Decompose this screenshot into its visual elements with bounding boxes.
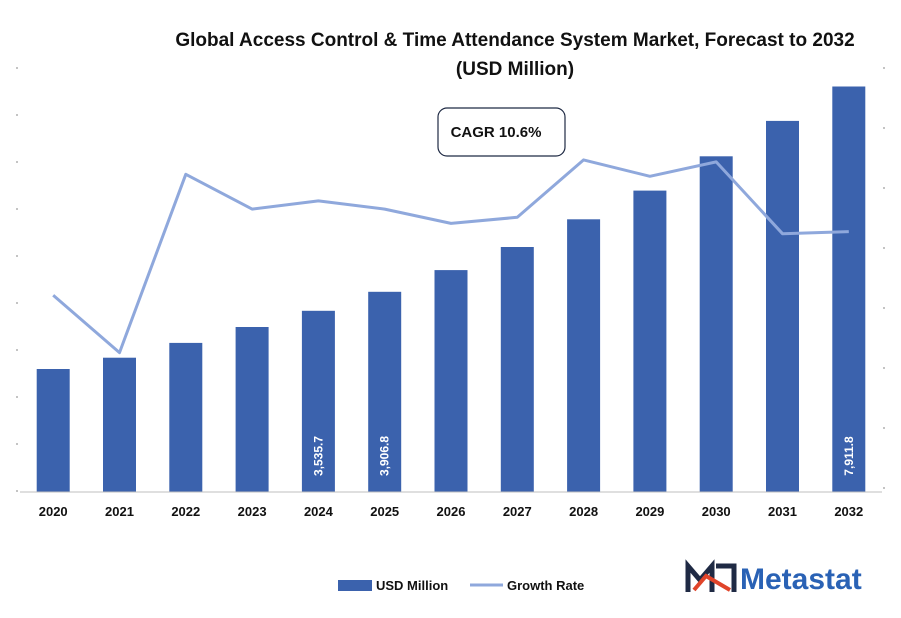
left-axis-dots — [16, 67, 18, 492]
bar-data-label-2024: 3,535.7 — [311, 436, 325, 476]
cagr-annotation: CAGR 10.6% — [437, 107, 566, 157]
bar-2027 — [500, 247, 534, 492]
axis-dot — [883, 67, 885, 69]
x-tick-label-2023: 2023 — [238, 504, 267, 519]
axis-dot — [16, 349, 18, 351]
chart-title: Global Access Control & Time Attendance … — [175, 30, 854, 51]
bar-data-label-2032: 7,911.8 — [842, 436, 856, 476]
metastat-wordmark: Metastat — [740, 563, 862, 596]
bar-2028 — [567, 219, 601, 493]
axis-dot — [16, 302, 18, 304]
axis-dot — [16, 208, 18, 210]
x-tick-label-2031: 2031 — [768, 504, 797, 519]
bar-2021 — [103, 357, 136, 492]
legend-swatch-usd-million — [338, 580, 372, 591]
legend-label-usd-million: USD Million — [376, 578, 448, 593]
axis-dot — [16, 443, 18, 445]
axis-dot — [16, 67, 18, 69]
axis-dot — [883, 427, 885, 429]
axis-dot — [16, 161, 18, 163]
x-tick-label-2030: 2030 — [702, 504, 731, 519]
x-tick-label-2032: 2032 — [834, 504, 863, 519]
growth-rate-series — [52, 158, 849, 355]
bar-2029 — [633, 190, 667, 492]
axis-dot — [883, 307, 885, 309]
bar-2022 — [169, 342, 203, 492]
x-tick-label-2027: 2027 — [503, 504, 532, 519]
bar-data-label-2025: 3,906.8 — [378, 436, 392, 476]
axis-dot — [16, 396, 18, 398]
x-tick-label-2025: 2025 — [370, 504, 399, 519]
bar-2026 — [434, 270, 468, 492]
x-tick-label-2021: 2021 — [105, 504, 134, 519]
axis-dot — [883, 367, 885, 369]
axis-dot — [16, 255, 18, 257]
legend: USD Million Growth Rate — [338, 578, 584, 593]
x-tick-label-2020: 2020 — [39, 504, 68, 519]
x-tick-label-2028: 2028 — [569, 504, 598, 519]
bar-2031 — [766, 120, 799, 493]
axis-dot — [883, 247, 885, 249]
x-axis-tick-labels: 2020 2021 2022 2023 2024 2025 2026 2027 2028 2029… — [39, 504, 864, 519]
axis-dot — [883, 127, 885, 129]
metastat-logo-mark — [685, 559, 737, 592]
x-tick-label-2026: 2026 — [437, 504, 466, 519]
legend-label-growth-rate: Growth Rate — [507, 578, 584, 593]
bar-series — [36, 86, 866, 493]
bar-2020 — [36, 369, 70, 492]
metastat-logo: Metastat — [685, 559, 862, 596]
axis-dot — [883, 487, 885, 489]
axis-dot — [883, 187, 885, 189]
bar-2024 — [301, 310, 335, 492]
bar-2030 — [699, 156, 733, 493]
cagr-label: CAGR 10.6% — [451, 124, 542, 141]
axis-dot — [16, 114, 18, 116]
axis-dot — [16, 490, 18, 492]
right-axis-dots — [883, 67, 885, 489]
x-tick-label-2022: 2022 — [171, 504, 200, 519]
x-tick-label-2024: 2024 — [304, 504, 334, 519]
cagr-box — [437, 107, 566, 157]
bar-data-labels: 3,535.7 3,906.8 7,911.8 — [311, 436, 855, 476]
bar-2032 — [832, 86, 866, 492]
x-tick-label-2029: 2029 — [635, 504, 664, 519]
bar-2023 — [235, 327, 269, 492]
bar-2025 — [368, 291, 402, 492]
chart-subtitle: (USD Million) — [456, 59, 574, 80]
